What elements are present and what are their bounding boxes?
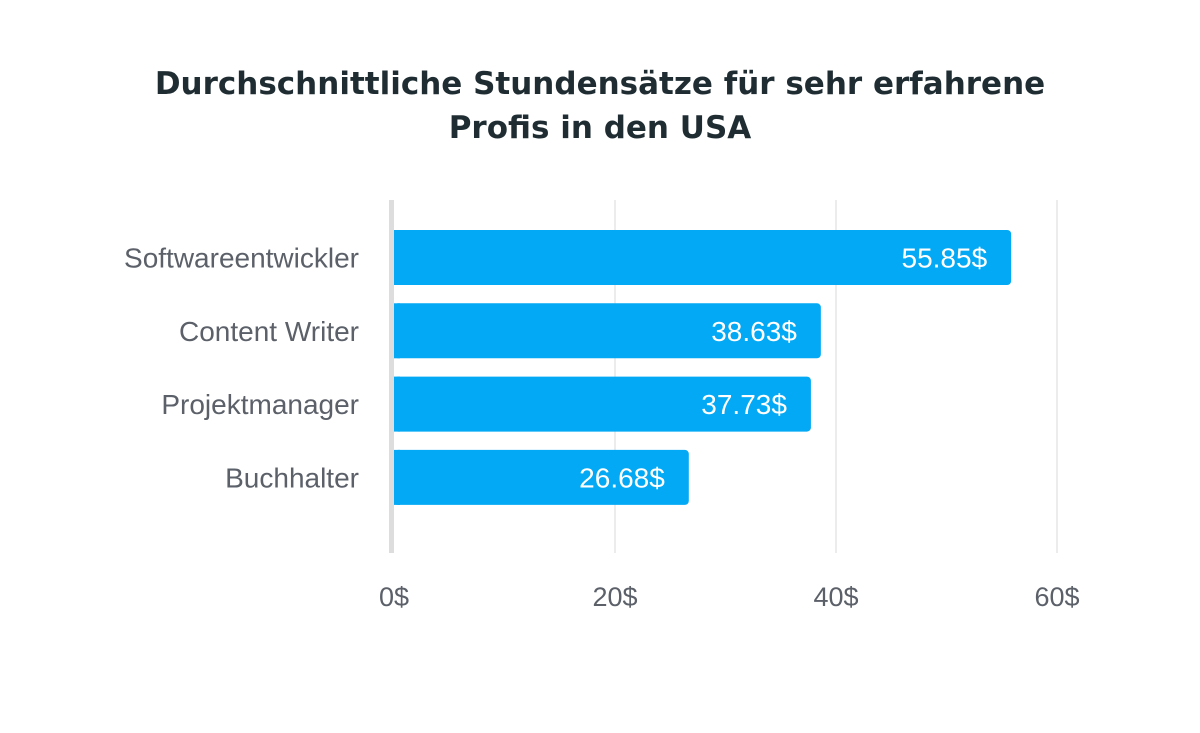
bars: 55.85$ 38.63$ 37.73$ 26.68$ [394, 230, 1012, 505]
x-tick-label-2: 40$ [813, 582, 858, 612]
chart-title: Durchschnittliche Stundensätze für sehr … [0, 62, 1200, 150]
bar-4 [394, 449, 689, 505]
category-labels: Softwareentwickler Content Writer Projektm… [124, 243, 359, 494]
x-axis-tick-labels: 0$ 20$ 40$ 60$ [379, 582, 1080, 612]
chart-title-line-1: Durchschnittliche Stundensätze für sehr … [154, 66, 1046, 102]
category-label-3: Projektmanager [161, 389, 359, 420]
bar-value-label-1: 55.85$ [902, 243, 988, 274]
bar-4-left-edge [394, 449, 400, 505]
y-axis-line [389, 200, 394, 553]
y-axis [389, 200, 394, 553]
bar-3-left-edge [394, 376, 400, 432]
bar-value-label-4: 26.68$ [579, 462, 665, 493]
bar-2-left-edge [394, 303, 400, 359]
bar-2 [394, 303, 821, 359]
bar-value-label-3: 37.73$ [701, 389, 787, 420]
x-tick-label-3: 60$ [1034, 582, 1079, 612]
x-tick-label-0: 0$ [379, 582, 409, 612]
chart-title-line-2: Profis in den USA [448, 110, 752, 146]
bar-value-label-2: 38.63$ [711, 316, 797, 347]
category-label-2: Content Writer [179, 316, 359, 347]
x-tick-label-1: 20$ [592, 582, 637, 612]
category-label-4: Buchhalter [225, 462, 359, 493]
bar-3 [394, 376, 811, 432]
bar-1 [394, 230, 1012, 285]
bar-1-left-edge [394, 230, 400, 285]
category-label-1: Softwareentwickler [124, 243, 359, 274]
